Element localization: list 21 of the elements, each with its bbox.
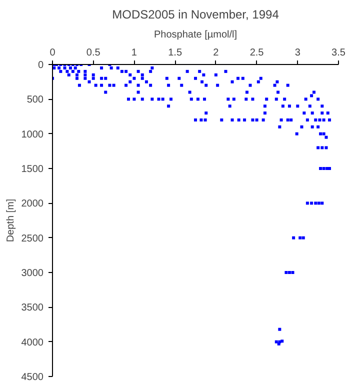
x-tick-label: 2.5 xyxy=(250,48,264,58)
y-tick-label: 4500 xyxy=(21,372,44,383)
y-tick-label: 2000 xyxy=(21,198,44,210)
x-axis-title: Phosphate [µmol/l] xyxy=(154,30,238,40)
x-tick-label: 1 xyxy=(131,48,138,58)
y-tick-label: 0 xyxy=(38,60,44,71)
x-tick-label: 3 xyxy=(294,48,301,58)
x-tick-label: 2 xyxy=(213,48,220,58)
y-tick-label: 1500 xyxy=(21,164,44,175)
x-tick-label: 3.5 xyxy=(332,48,346,58)
y-tick-label: 3000 xyxy=(21,268,44,279)
x-tick-label: 0 xyxy=(50,48,56,58)
y-tick-label: 2500 xyxy=(21,233,44,244)
y-tick-label: 500 xyxy=(26,94,44,106)
chart-title: MODS2005 in November, 1994 xyxy=(112,8,280,22)
y-tick-label: 1000 xyxy=(21,129,44,140)
y-tick-label: 3500 xyxy=(21,302,44,314)
x-tick-label: 0.5 xyxy=(86,48,101,58)
y-axis-title: Depth [m] xyxy=(5,198,16,242)
y-tick-label: 4000 xyxy=(21,337,44,348)
x-tick-label: 1.5 xyxy=(168,48,182,58)
